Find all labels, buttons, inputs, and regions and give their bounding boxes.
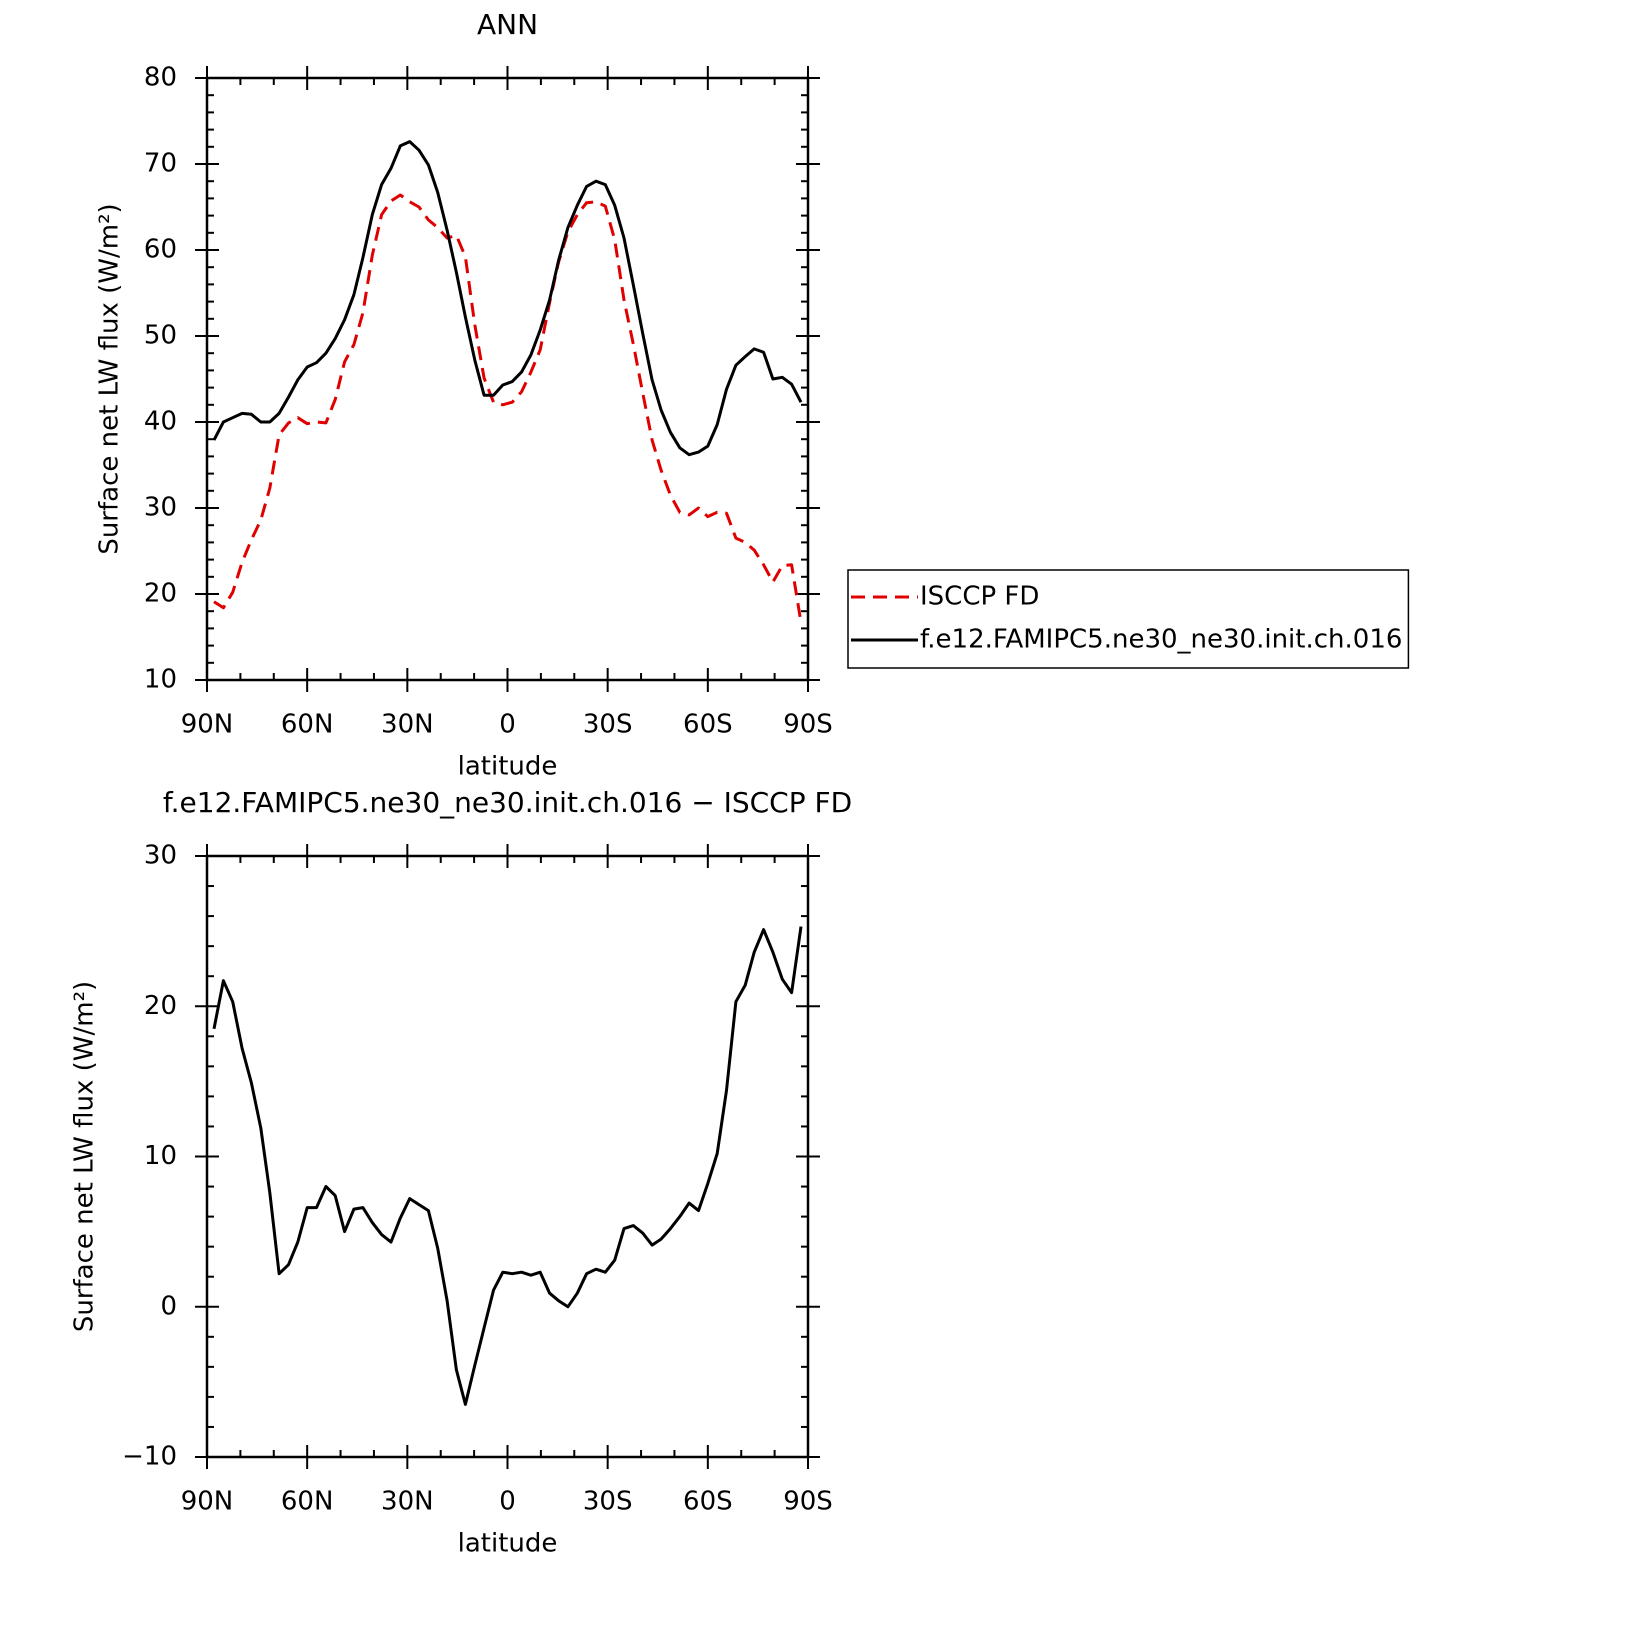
y-tick-label: 30 — [144, 493, 177, 523]
x-tick-label: 60N — [281, 710, 334, 740]
data-line — [212, 926, 803, 1406]
x-tick-label: 30N — [381, 710, 434, 740]
data-line — [213, 193, 803, 623]
y-tick-label: 30 — [144, 841, 177, 871]
y-tick-label: 0 — [160, 1291, 177, 1321]
x-tick-label: 60S — [683, 1487, 733, 1517]
y-tick-label: 80 — [144, 63, 177, 93]
y-tick-label: 70 — [144, 149, 177, 179]
x-tick-label: 30S — [583, 710, 633, 740]
x-tick-label: 90N — [181, 1487, 234, 1517]
y-tick-label: 10 — [144, 665, 177, 695]
x-tick-label: 60N — [281, 1487, 334, 1517]
x-tick-label: 30N — [381, 1487, 434, 1517]
legend-label: f.e12.FAMIPC5.ne30_ne30.init.ch.016 — [920, 625, 1402, 655]
x-tick-label: 30S — [583, 1487, 633, 1517]
y-tick-label: 20 — [144, 991, 177, 1021]
y-tick-label: 10 — [144, 1141, 177, 1171]
y-tick-label: 50 — [144, 321, 177, 351]
chart-title: f.e12.FAMIPC5.ne30_ne30.init.ch.016 − IS… — [163, 786, 852, 819]
y-tick-label: 60 — [144, 235, 177, 265]
chart-title: ANN — [477, 8, 538, 41]
x-tick-label: 90N — [181, 710, 234, 740]
plot-frame — [205, 854, 810, 1459]
y-tick-label: 40 — [144, 407, 177, 437]
x-axis-label: latitude — [458, 1529, 558, 1559]
x-tick-label: 90S — [783, 710, 833, 740]
y-tick-label: 20 — [144, 579, 177, 609]
x-tick-label: 0 — [499, 710, 516, 740]
x-axis-label: latitude — [458, 752, 558, 782]
x-tick-label: 60S — [683, 710, 733, 740]
x-tick-label: 0 — [499, 1487, 516, 1517]
legend-label: ISCCP FD — [920, 582, 1039, 612]
plot-frame — [205, 76, 810, 682]
y-axis-label: Surface net LW flux (W/m²) — [95, 203, 125, 554]
y-tick-label: −10 — [122, 1442, 177, 1472]
y-axis-label: Surface net LW flux (W/m²) — [70, 981, 100, 1332]
data-line — [212, 140, 803, 457]
legend-box — [847, 569, 1410, 669]
x-tick-label: 90S — [783, 1487, 833, 1517]
